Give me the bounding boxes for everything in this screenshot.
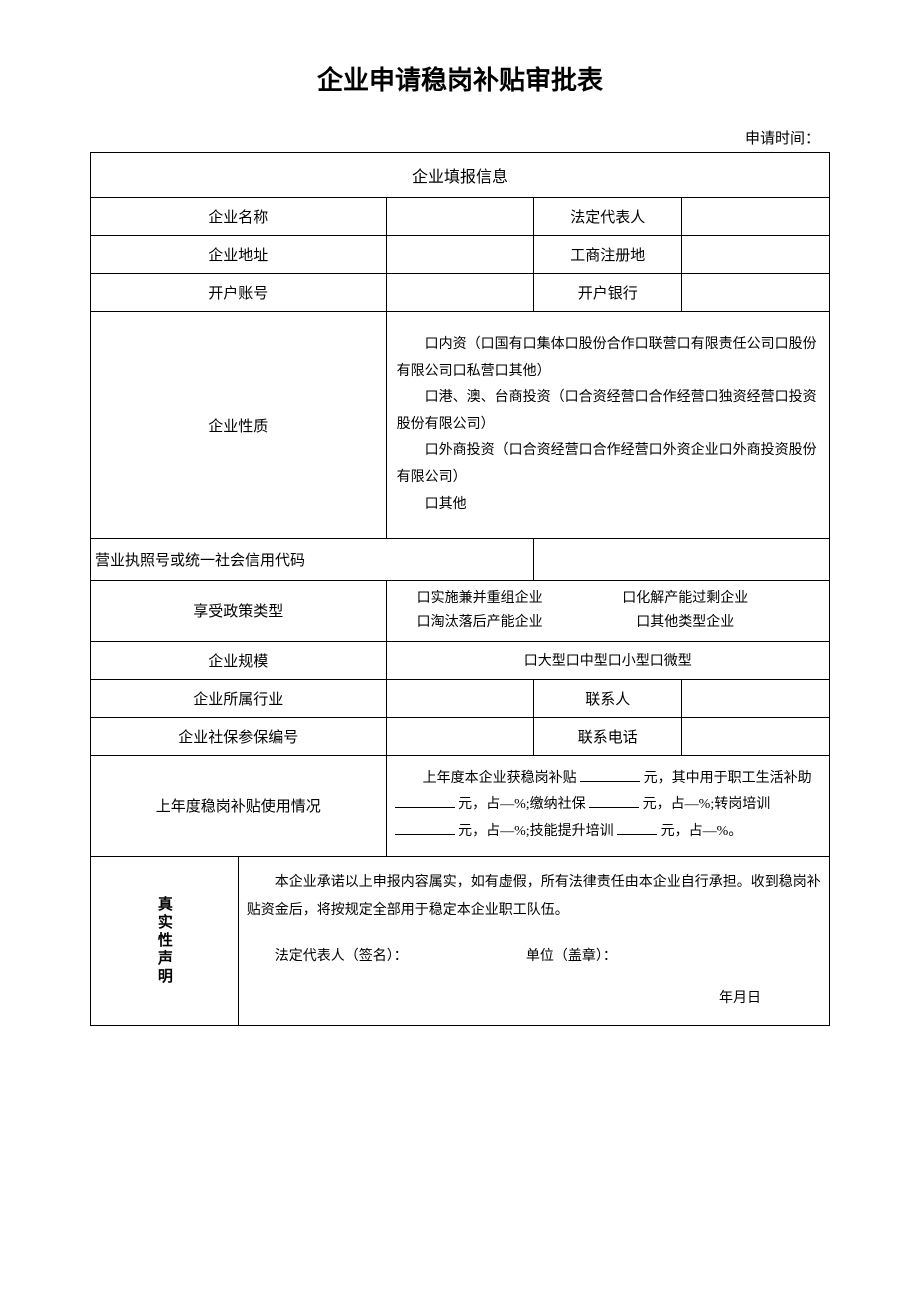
declare-rep-sign[interactable]: 法定代表人（签名）： [247, 943, 523, 971]
field-prev-subsidy[interactable]: 上年度本企业获稳岗补贴 元，其中用于职工生活补助 元，占—%;缴纳社保 元，占—… [386, 755, 829, 856]
subsidy-text-4: 元，占—%;转岗培训 [643, 797, 771, 812]
policy-opt-3: 口淘汰落后产能企业 [397, 611, 566, 635]
field-declare: 本企业承诺以上申报内容属实，如有虚假，所有法律责任由本企业自行承担。收到稳岗补贴… [238, 856, 829, 1025]
form-table: 企业填报信息 企业名称 法定代表人 企业地址 工商注册地 开户账号 开户银行 企… [90, 152, 830, 1026]
label-phone: 联系电话 [534, 717, 682, 755]
field-nature[interactable]: 口内资（口国有口集体口股份合作口联营口有限责任公司口股份有限公司口私营口其他） … [386, 312, 829, 539]
field-policy-type[interactable]: 口实施兼并重组企业 口化解产能过剩企业 口淘汰落后产能企业 口其他类型企业 [386, 581, 829, 642]
blank-3 [589, 794, 639, 808]
subsidy-text-2: 元，其中用于职工生活补助 [644, 771, 812, 786]
label-license-code: 营业执照号或统一社会信用代码 [91, 539, 534, 581]
nature-line-1: 口内资（口国有口集体口股份合作口联营口有限责任公司口股份有限公司口私营口其他） [397, 332, 819, 385]
field-company-addr[interactable] [386, 236, 534, 274]
apply-time-label: 申请时间： [90, 127, 830, 148]
blank-2 [395, 794, 455, 808]
field-account-no[interactable] [386, 274, 534, 312]
subsidy-text-1: 上年度本企业获稳岗补贴 [395, 771, 581, 786]
section-header: 企业填报信息 [91, 153, 830, 198]
blank-1 [580, 768, 640, 782]
label-policy-type: 享受政策类型 [91, 581, 387, 642]
field-company-name[interactable] [386, 198, 534, 236]
label-company-addr: 企业地址 [91, 236, 387, 274]
field-legal-rep[interactable] [682, 198, 830, 236]
field-industry[interactable] [386, 679, 534, 717]
field-bank[interactable] [682, 274, 830, 312]
policy-opt-2: 口化解产能过剩企业 [569, 587, 801, 611]
label-declare: 真实性声明 [91, 856, 239, 1025]
subsidy-text-3: 元，占—%;缴纳社保 [458, 797, 589, 812]
page-title: 企业申请稳岗补贴审批表 [90, 60, 830, 97]
label-ss-no: 企业社保参保编号 [91, 717, 387, 755]
field-contact[interactable] [682, 679, 830, 717]
label-prev-subsidy: 上年度稳岗补贴使用情况 [91, 755, 387, 856]
nature-line-4: 口其他 [397, 492, 819, 519]
subsidy-text-5: 元，占—%;技能提升培训 [458, 824, 617, 839]
field-phone[interactable] [682, 717, 830, 755]
label-biz-reg-place: 工商注册地 [534, 236, 682, 274]
nature-line-3: 口外商投资（口合资经营口合作经营口外资企业口外商投资股份有限公司） [397, 438, 819, 491]
declare-statement: 本企业承诺以上申报内容属实，如有虚假，所有法律责任由本企业自行承担。收到稳岗补贴… [247, 869, 821, 925]
label-contact: 联系人 [534, 679, 682, 717]
label-nature: 企业性质 [91, 312, 387, 539]
label-scale: 企业规模 [91, 641, 387, 679]
label-legal-rep: 法定代表人 [534, 198, 682, 236]
field-license-code[interactable] [534, 539, 830, 581]
label-account-no: 开户账号 [91, 274, 387, 312]
policy-opt-4: 口其他类型企业 [569, 611, 801, 635]
declare-date[interactable]: 年月日 [247, 985, 821, 1013]
subsidy-text-6: 元，占—%。 [661, 824, 743, 839]
label-company-name: 企业名称 [91, 198, 387, 236]
nature-line-2: 口港、澳、台商投资（口合资经营口合作经营口独资经营口投资股份有限公司） [397, 385, 819, 438]
policy-opt-1: 口实施兼并重组企业 [397, 587, 566, 611]
blank-4 [395, 821, 455, 835]
declare-unit-seal[interactable]: 单位（盖章）： [526, 943, 802, 971]
field-biz-reg-place[interactable] [682, 236, 830, 274]
field-scale[interactable]: 口大型口中型口小型口微型 [386, 641, 829, 679]
label-industry: 企业所属行业 [91, 679, 387, 717]
field-ss-no[interactable] [386, 717, 534, 755]
label-bank: 开户银行 [534, 274, 682, 312]
blank-5 [617, 821, 657, 835]
